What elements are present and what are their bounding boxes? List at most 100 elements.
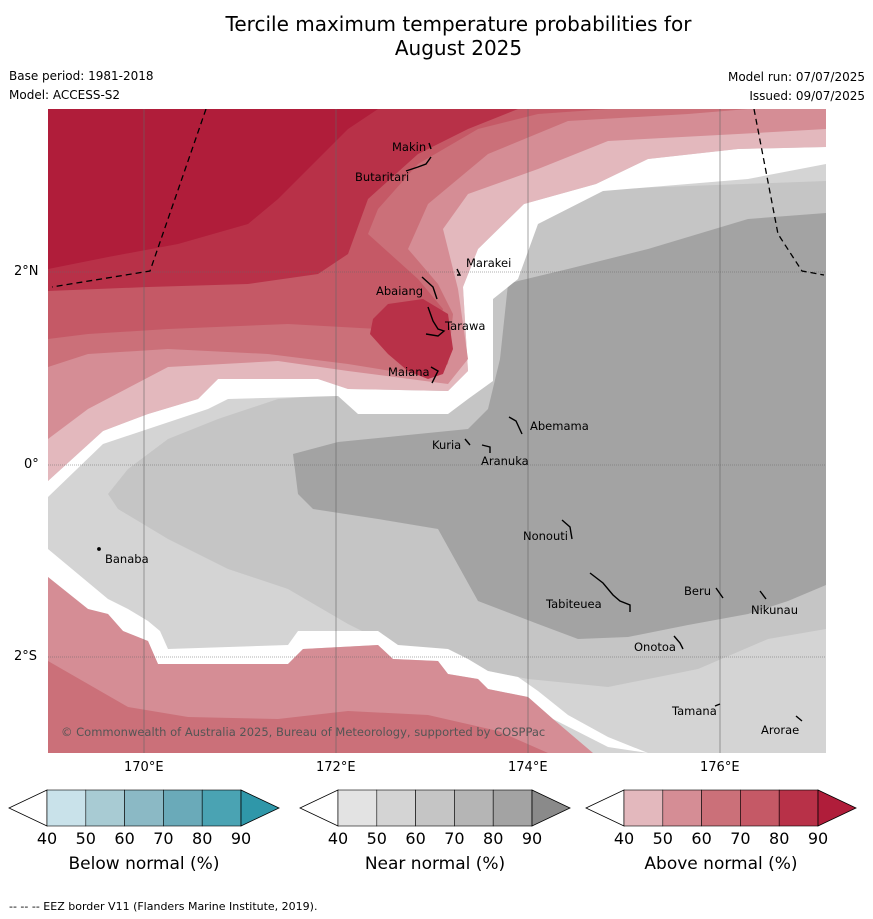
above-normal-90-region-northwest: [48, 109, 378, 269]
island-tamana: [714, 703, 721, 707]
base-period: Base period: 1981-2018: [9, 69, 154, 83]
colorbar-tick-label: 40: [328, 829, 348, 848]
label-marakei: Marakei: [466, 256, 511, 270]
graticule: [48, 109, 826, 753]
colorbar-tick-label: 70: [153, 829, 173, 848]
colorbar-segment: [337, 789, 378, 827]
island-kuria: [464, 438, 471, 446]
label-nonouti: Nonouti: [523, 529, 568, 543]
model-name: Model: ACCESS-S2: [9, 88, 121, 102]
island-abaiang: [421, 276, 438, 300]
colorbar-segment: [662, 789, 702, 827]
colorbar-tick-label: 90: [231, 829, 251, 848]
label-kuria: Kuria: [432, 438, 461, 452]
label-banaba: Banaba: [105, 552, 149, 566]
colorbar-tick-label: 90: [808, 829, 828, 848]
island-banaba: [97, 547, 101, 551]
label-tabiteuea: Tabiteuea: [545, 597, 602, 611]
title-line-2: August 2025: [394, 36, 523, 60]
colorbar-segment: [85, 789, 125, 827]
lat-tick-2n: 2°N: [14, 264, 39, 279]
colorbar-tick-label: 80: [483, 829, 503, 848]
colorbars: 40 50 60 70 80 90 40 50 60 70 80 90 40 50 60 70 80 90: [8, 789, 857, 848]
above-normal-50-60-region-south: [48, 661, 548, 753]
label-nikunau: Nikunau: [751, 603, 798, 617]
colorbar-label-near: Near normal (%): [364, 854, 506, 874]
probability-map: Makin Butaritari Marakei Abaiang Tarawa …: [48, 109, 826, 753]
colorbar-segment: [454, 789, 494, 827]
colorbar-segment: [623, 789, 664, 827]
colorbar-extend-high: [531, 789, 571, 827]
colorbar-tick-label: 60: [114, 829, 134, 848]
colorbar-segment: [124, 789, 164, 827]
footnote-eez: -- -- -- EEZ border V11 (Flanders Marine…: [9, 900, 318, 913]
colorbar-extend-high: [240, 789, 280, 827]
island-abemama: [508, 416, 523, 435]
colorbar-tick-label: 70: [444, 829, 464, 848]
colorbar-segment: [740, 789, 780, 827]
near-normal-70-80-region: [293, 213, 826, 639]
colorbar-tick-label: 80: [192, 829, 212, 848]
colorbar-tick-label: 50: [367, 829, 387, 848]
island-arorae: [795, 715, 803, 722]
island-aranuka: [481, 444, 491, 453]
colorbar-label-above: Above normal (%): [644, 854, 798, 874]
eez-border-east: [753, 109, 825, 276]
label-abaiang: Abaiang: [376, 284, 423, 298]
colorbar-tick-label: 60: [691, 829, 711, 848]
colorbar-tick-label: 60: [405, 829, 425, 848]
label-onotoa: Onotoa: [634, 640, 676, 654]
colorbar-tick-label: 80: [769, 829, 789, 848]
label-tarawa: Tarawa: [444, 319, 485, 333]
issued-date: Issued: 09/07/2025: [749, 89, 865, 103]
colorbar-segment: [701, 789, 741, 827]
colorbar-above-normal: 40 50 60 70 80 90: [585, 789, 857, 848]
eez-border-west: [51, 109, 207, 288]
island-butaritari: [405, 156, 432, 172]
lon-tick-174e: 174°E: [508, 760, 548, 775]
label-maiana: Maiana: [388, 365, 430, 379]
colorbar-below-normal: 40 50 60 70 80 90: [8, 789, 280, 848]
island-onotoa: [673, 635, 684, 650]
colorbar-extend-low: [8, 789, 48, 827]
label-tamana: Tamana: [671, 704, 717, 718]
label-aranuka: Aranuka: [481, 454, 529, 468]
colorbar-segment: [778, 789, 819, 827]
colorbar-segment: [163, 789, 203, 827]
label-beru: Beru: [684, 584, 711, 598]
island-maiana: [430, 366, 439, 384]
colorbar-tick-label: 40: [37, 829, 57, 848]
colorbar-tick-label: 50: [76, 829, 96, 848]
colorbar-segment: [492, 789, 533, 827]
copyright-notice: © Commonwealth of Australia 2025, Bureau…: [61, 725, 545, 739]
place-labels: Makin Butaritari Marakei Abaiang Tarawa …: [105, 140, 799, 737]
label-makin: Makin: [392, 140, 426, 154]
lon-tick-172e: 172°E: [316, 760, 356, 775]
colorbar-segment: [415, 789, 455, 827]
label-butaritari: Butaritari: [355, 170, 409, 184]
island-nikunau: [759, 590, 767, 600]
colorbar-extend-low: [299, 789, 339, 827]
island-beru: [715, 587, 724, 599]
label-arorae: Arorae: [761, 723, 799, 737]
colorbar-near-normal: 40 50 60 70 80 90: [299, 789, 571, 848]
colorbar-label-below: Below normal (%): [68, 854, 220, 874]
colorbar-tick-label: 70: [730, 829, 750, 848]
label-abemama: Abemama: [530, 419, 589, 433]
island-makin: [428, 142, 432, 150]
eez-border: [51, 109, 825, 288]
category-boundary-south: [48, 549, 648, 753]
islands: [97, 142, 803, 722]
map-title: Tercile maximum temperature probabilitie…: [0, 12, 873, 60]
colorbar-segment: [46, 789, 87, 827]
title-line-1: Tercile maximum temperature probabilitie…: [225, 12, 692, 36]
colorbar-segment: [376, 789, 416, 827]
colorbar-extend-high: [817, 789, 857, 827]
lon-tick-176e: 176°E: [700, 760, 740, 775]
lat-tick-0: 0°: [24, 457, 39, 472]
island-nonouti: [561, 519, 573, 540]
colorbar-tick-label: 90: [522, 829, 542, 848]
model-run: Model run: 07/07/2025: [727, 70, 865, 84]
island-marakei: [456, 268, 462, 276]
above-normal-40-50-region-south: [48, 577, 593, 753]
